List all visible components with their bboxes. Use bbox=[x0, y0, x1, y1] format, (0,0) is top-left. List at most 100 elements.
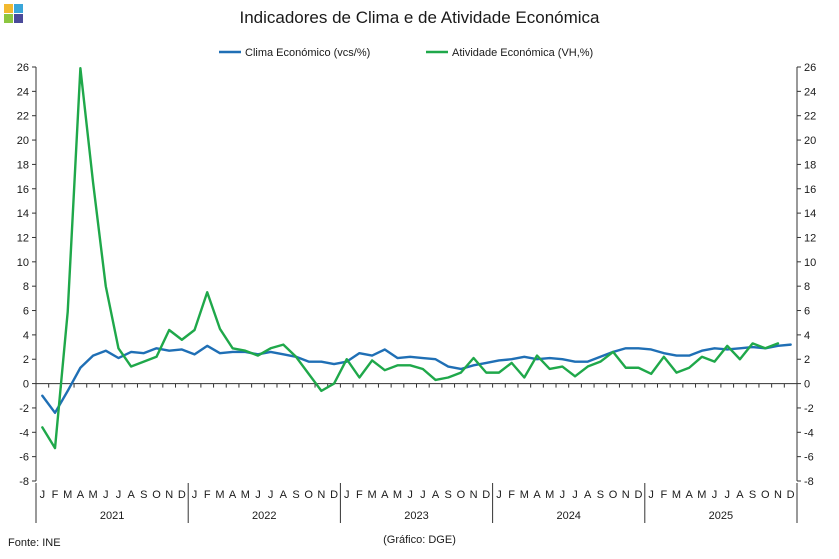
x-month-label: M bbox=[697, 489, 706, 501]
x-month-label: D bbox=[178, 489, 186, 501]
x-month-label: F bbox=[52, 489, 59, 501]
y-tick-label-right: 10 bbox=[804, 257, 816, 269]
x-month-label: A bbox=[229, 489, 237, 501]
x-month-label: A bbox=[280, 489, 288, 501]
x-month-label: F bbox=[660, 489, 667, 501]
chart-credit: (Gráfico: DGE) bbox=[383, 534, 456, 546]
x-month-label: O bbox=[609, 489, 618, 501]
y-tick-label-right: 0 bbox=[804, 379, 810, 391]
y-tick-label-left: 16 bbox=[17, 184, 29, 196]
x-month-label: A bbox=[127, 489, 135, 501]
x-month-label: A bbox=[381, 489, 389, 501]
x-month-label: M bbox=[215, 489, 224, 501]
x-month-label: N bbox=[165, 489, 173, 501]
y-tick-label-left: 0 bbox=[23, 379, 29, 391]
x-month-label: J bbox=[192, 489, 198, 501]
x-month-label: S bbox=[292, 489, 299, 501]
x-month-label: S bbox=[749, 489, 756, 501]
x-month-label: D bbox=[330, 489, 338, 501]
x-year-label: 2022 bbox=[252, 510, 276, 522]
y-tick-label-right: 22 bbox=[804, 111, 816, 123]
y-tick-label-right: -6 bbox=[804, 452, 814, 464]
y-tick-label-left: 22 bbox=[17, 111, 29, 123]
y-tick-label-right: -2 bbox=[804, 403, 814, 415]
y-tick-label-left: 14 bbox=[17, 208, 29, 220]
x-month-label: S bbox=[445, 489, 452, 501]
x-month-label: A bbox=[432, 489, 440, 501]
x-month-label: J bbox=[103, 489, 109, 501]
y-tick-label-left: 24 bbox=[17, 86, 29, 98]
y-tick-label-left: -4 bbox=[19, 427, 29, 439]
y-tick-label-left: -2 bbox=[19, 403, 29, 415]
y-tick-label-left: 2 bbox=[23, 354, 29, 366]
source-note: Fonte: INE bbox=[8, 537, 61, 549]
x-month-label: S bbox=[597, 489, 604, 501]
y-tick-label-right: -8 bbox=[804, 476, 814, 488]
x-month-label: N bbox=[317, 489, 325, 501]
y-tick-label-right: 20 bbox=[804, 135, 816, 147]
x-month-label: J bbox=[572, 489, 578, 501]
x-year-label: 2021 bbox=[100, 510, 124, 522]
x-month-label: A bbox=[584, 489, 592, 501]
y-tick-label-right: 26 bbox=[804, 62, 816, 74]
series-line-atividade bbox=[41, 67, 780, 450]
x-month-label: J bbox=[724, 489, 730, 501]
x-month-label: J bbox=[344, 489, 350, 501]
x-month-label: D bbox=[482, 489, 490, 501]
y-tick-label-right: 12 bbox=[804, 232, 816, 244]
x-month-label: J bbox=[40, 489, 46, 501]
y-tick-label-right: 2 bbox=[804, 354, 810, 366]
y-tick-label-left: 20 bbox=[17, 135, 29, 147]
y-tick-label-right: 16 bbox=[804, 184, 816, 196]
logo-square-navy bbox=[14, 14, 23, 23]
x-month-label: J bbox=[560, 489, 566, 501]
x-month-label: J bbox=[648, 489, 654, 501]
logo-square-blue bbox=[14, 4, 23, 13]
x-month-label: J bbox=[255, 489, 261, 501]
x-month-label: M bbox=[545, 489, 554, 501]
x-month-label: J bbox=[268, 489, 274, 501]
x-year-label: 2024 bbox=[556, 510, 580, 522]
y-tick-label-right: -4 bbox=[804, 427, 814, 439]
x-month-label: A bbox=[736, 489, 744, 501]
ine-logo bbox=[4, 4, 24, 24]
x-month-label: O bbox=[152, 489, 161, 501]
x-month-label: A bbox=[77, 489, 85, 501]
x-month-label: M bbox=[520, 489, 529, 501]
y-tick-label-left: -8 bbox=[19, 476, 29, 488]
x-month-label: S bbox=[140, 489, 147, 501]
x-month-label: F bbox=[508, 489, 515, 501]
x-month-label: F bbox=[356, 489, 363, 501]
x-month-label: N bbox=[470, 489, 478, 501]
x-month-label: M bbox=[368, 489, 377, 501]
y-tick-label-left: 4 bbox=[23, 330, 29, 342]
x-month-label: A bbox=[686, 489, 694, 501]
x-month-label: M bbox=[63, 489, 72, 501]
x-month-label: J bbox=[407, 489, 413, 501]
legend-label-atividade: Atividade Económica (VH,%) bbox=[452, 47, 593, 59]
x-month-label: D bbox=[634, 489, 642, 501]
logo-square-yellow bbox=[4, 4, 13, 13]
series-line-clima bbox=[41, 343, 792, 415]
logo-square-green bbox=[4, 14, 13, 23]
y-tick-label-left: -6 bbox=[19, 452, 29, 464]
x-month-label: M bbox=[393, 489, 402, 501]
x-month-label: O bbox=[304, 489, 313, 501]
x-month-label: N bbox=[622, 489, 630, 501]
y-tick-label-right: 14 bbox=[804, 208, 816, 220]
chart-title: Indicadores de Clima e de Atividade Econ… bbox=[239, 8, 600, 27]
x-month-label: J bbox=[420, 489, 426, 501]
y-tick-label-left: 18 bbox=[17, 159, 29, 171]
y-tick-label-left: 6 bbox=[23, 306, 29, 318]
y-tick-label-right: 6 bbox=[804, 306, 810, 318]
legend-label-clima: Clima Económico (vcs/%) bbox=[245, 47, 370, 59]
x-month-label: J bbox=[116, 489, 122, 501]
x-year-label: 2023 bbox=[404, 510, 428, 522]
x-month-label: J bbox=[712, 489, 718, 501]
y-tick-label-left: 12 bbox=[17, 232, 29, 244]
x-month-label: O bbox=[761, 489, 770, 501]
y-tick-label-left: 10 bbox=[17, 257, 29, 269]
x-month-label: M bbox=[88, 489, 97, 501]
x-month-label: M bbox=[241, 489, 250, 501]
